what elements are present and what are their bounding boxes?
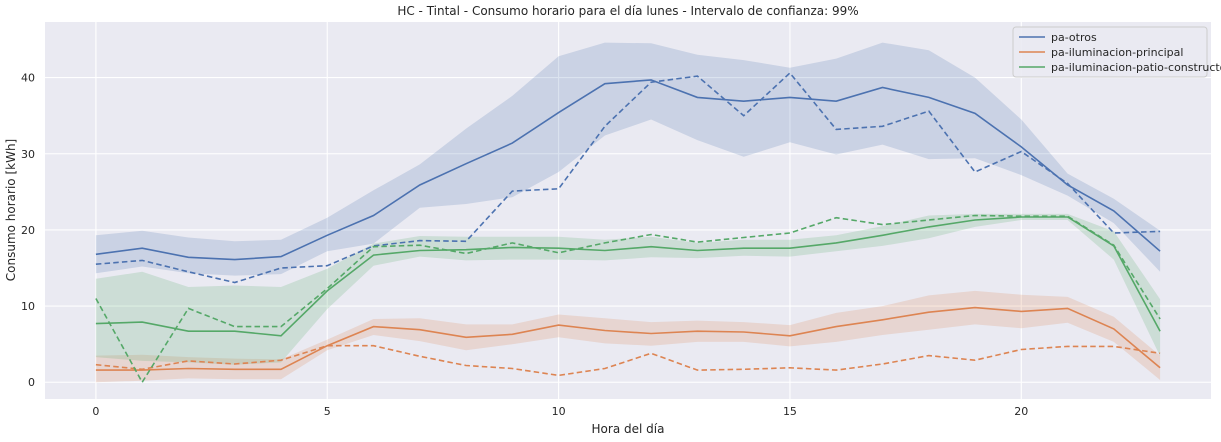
x-tick-label: 10 — [552, 405, 566, 418]
mean-line-pa-otros — [95, 79, 1161, 261]
x-tick-label: 5 — [324, 405, 331, 418]
reference-line-pa-iluminacion-principal — [95, 344, 1161, 377]
x-tick-label: 0 — [92, 405, 99, 418]
legend-label: pa-iluminacion-patio-constructor — [1051, 61, 1221, 74]
mean-line-pa-iluminacion-patio-constructor — [95, 216, 1161, 337]
x-tick-label: 15 — [783, 405, 797, 418]
y-tick-label: 10 — [21, 300, 35, 313]
legend-box — [1012, 26, 1208, 78]
confidence-band-pa-iluminacion-principal — [95, 290, 1161, 383]
y-tick-label: 20 — [21, 224, 35, 237]
series-lines — [95, 71, 1161, 384]
x-tick-label: 20 — [1014, 405, 1028, 418]
confidence-band-pa-otros — [95, 42, 1161, 276]
mean-line-pa-iluminacion-principal — [95, 306, 1161, 371]
reference-line-pa-iluminacion-patio-constructor — [95, 214, 1161, 384]
y-tick-label: 40 — [21, 72, 35, 85]
y-axis-title: Consumo horario [kWh] — [4, 139, 18, 281]
legend-label: pa-otros — [1051, 31, 1097, 44]
legend-label: pa-iluminacion-principal — [1051, 46, 1183, 59]
plot-area — [45, 22, 1211, 399]
y-tick-label: 0 — [28, 376, 35, 389]
chart-title: HC - Tintal - Consumo horario para el dí… — [397, 4, 858, 18]
y-tick-label: 30 — [21, 148, 35, 161]
legend: pa-otros pa-iluminacion-principal pa-ilumi… — [1012, 26, 1221, 78]
x-axis-title: Hora del día — [592, 422, 665, 436]
tick-labels: 0 10 20 30 40 0 5 10 15 20 — [21, 72, 1028, 418]
reference-line-pa-otros — [95, 71, 1161, 284]
